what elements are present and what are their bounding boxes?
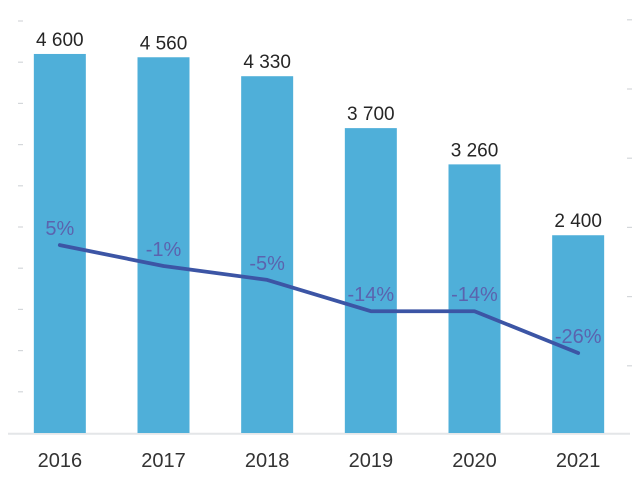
bar-2021 (552, 235, 605, 433)
bar-value-label-2020: 3 260 (451, 140, 499, 161)
x-axis-label-2018: 2018 (245, 450, 290, 472)
x-axis-label-2020: 2020 (452, 450, 497, 472)
x-axis-label-2017: 2017 (141, 450, 186, 472)
line-value-label-2019: -14% (347, 284, 394, 306)
line-value-label-2021: -26% (555, 326, 602, 348)
x-axis-label-2016: 2016 (38, 450, 83, 472)
bar-value-label-2019: 3 700 (347, 104, 395, 125)
bar-2018 (241, 76, 294, 433)
line-value-label-2016: 5% (45, 218, 74, 240)
line-value-label-2017: -1% (146, 239, 182, 261)
bar-2019 (344, 128, 397, 433)
line-value-label-2018: -5% (249, 253, 285, 275)
bar-2020 (448, 164, 501, 433)
bar-value-label-2017: 4 560 (140, 33, 188, 54)
bar-value-label-2018: 4 330 (243, 52, 291, 73)
x-axis-label-2021: 2021 (556, 450, 601, 472)
bar-value-label-2021: 2 400 (554, 211, 602, 232)
trend-line (57, 243, 581, 355)
bar-2017 (137, 57, 190, 433)
line-value-label-2020: -14% (451, 284, 498, 306)
bar-value-label-2016: 4 600 (36, 30, 84, 51)
x-axis-label-2019: 2019 (349, 450, 394, 472)
